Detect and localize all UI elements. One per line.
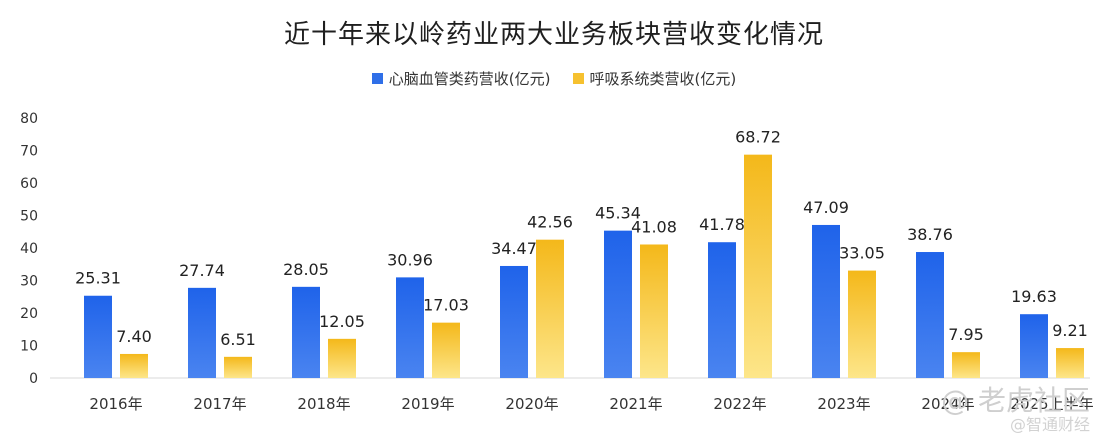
data-label-respiratory: 42.56: [527, 213, 573, 232]
data-label-respiratory: 33.05: [839, 244, 885, 263]
bar-cardiovascular: [1020, 314, 1048, 378]
bar-respiratory: [432, 322, 460, 378]
x-tick-label: 2016年: [89, 395, 142, 413]
data-label-respiratory: 41.08: [631, 217, 677, 236]
x-tick-label: 2024年: [921, 395, 974, 413]
legend-item-series-2: 呼吸系统类营收(亿元): [572, 68, 737, 89]
data-label-cardiovascular: 47.09: [803, 198, 849, 217]
data-label-cardiovascular: 30.96: [387, 250, 433, 269]
legend-label-series-2: 呼吸系统类营收(亿元): [589, 70, 737, 88]
x-tick-label: 2019年: [401, 395, 454, 413]
data-label-cardiovascular: 27.74: [179, 261, 225, 280]
bar-cardiovascular: [188, 287, 216, 378]
bar-cardiovascular: [708, 242, 736, 378]
bar-cardiovascular: [812, 224, 840, 378]
data-label-respiratory: 68.72: [735, 128, 781, 147]
y-tick-label: 50: [20, 209, 38, 225]
data-label-cardiovascular: 25.31: [75, 269, 121, 288]
bar-respiratory: [1056, 348, 1084, 378]
bar-cardiovascular: [396, 277, 424, 378]
data-label-respiratory: 7.40: [116, 327, 152, 346]
x-tick-label: 2023年: [817, 395, 870, 413]
y-tick-label: 30: [20, 274, 38, 290]
bar-cardiovascular: [292, 286, 320, 378]
data-label-respiratory: 7.95: [948, 325, 984, 344]
data-label-cardiovascular: 45.34: [595, 204, 641, 223]
bar-respiratory: [744, 154, 772, 378]
data-label-cardiovascular: 41.78: [699, 215, 745, 234]
y-tick-label: 20: [20, 306, 38, 322]
x-tick-label: 2020年: [505, 395, 558, 413]
bar-respiratory: [640, 244, 668, 378]
x-tick-label: 2018年: [297, 395, 350, 413]
chart-title: 近十年来以岭药业两大业务板块营收变化情况: [283, 20, 824, 50]
data-label-cardiovascular: 28.05: [283, 260, 329, 279]
bar-respiratory: [536, 239, 564, 378]
legend-item-series-1: 心脑血管类药营收(亿元): [371, 68, 551, 89]
watermark-sub: @智通财经: [1009, 415, 1090, 434]
bar-cardiovascular: [500, 265, 528, 378]
y-tick-label: 0: [29, 371, 38, 387]
data-label-respiratory: 12.05: [319, 312, 365, 331]
bar-respiratory: [848, 270, 876, 378]
x-tick-label: 2021年: [609, 395, 662, 413]
data-label-respiratory: 17.03: [423, 296, 469, 315]
y-tick-label: 10: [20, 339, 38, 355]
legend-swatch-series-1: [371, 73, 383, 84]
data-label-cardiovascular: 38.76: [907, 225, 953, 244]
data-label-cardiovascular: 34.47: [491, 239, 537, 258]
legend-label-series-1: 心脑血管类药营收(亿元): [388, 70, 551, 88]
bar-respiratory: [328, 338, 356, 378]
y-tick-label: 70: [20, 144, 38, 160]
watermark: @ 老虎社区 @智通财经: [941, 386, 1090, 434]
legend-swatch-series-2: [572, 73, 584, 84]
y-tick-label: 80: [20, 111, 38, 127]
data-label-respiratory: 6.51: [220, 330, 256, 349]
bar-cardiovascular: [604, 230, 632, 378]
bar-respiratory: [224, 356, 252, 378]
x-tick-label: 2022年: [713, 395, 766, 413]
data-label-respiratory: 9.21: [1052, 321, 1088, 340]
legend: 心脑血管类药营收(亿元) 呼吸系统类营收(亿元): [0, 68, 1108, 89]
bar-cardiovascular: [916, 252, 944, 378]
watermark-main: @ 老虎社区: [941, 384, 1090, 417]
y-tick-label: 60: [20, 176, 38, 192]
bar-respiratory: [952, 352, 980, 378]
bar-cardiovascular: [84, 295, 112, 378]
y-tick-label: 40: [20, 241, 38, 257]
bar-respiratory: [120, 353, 148, 378]
data-label-cardiovascular: 19.63: [1011, 287, 1057, 306]
x-tick-label: 2025上半年: [1010, 395, 1093, 413]
x-tick-label: 2017年: [193, 395, 246, 413]
